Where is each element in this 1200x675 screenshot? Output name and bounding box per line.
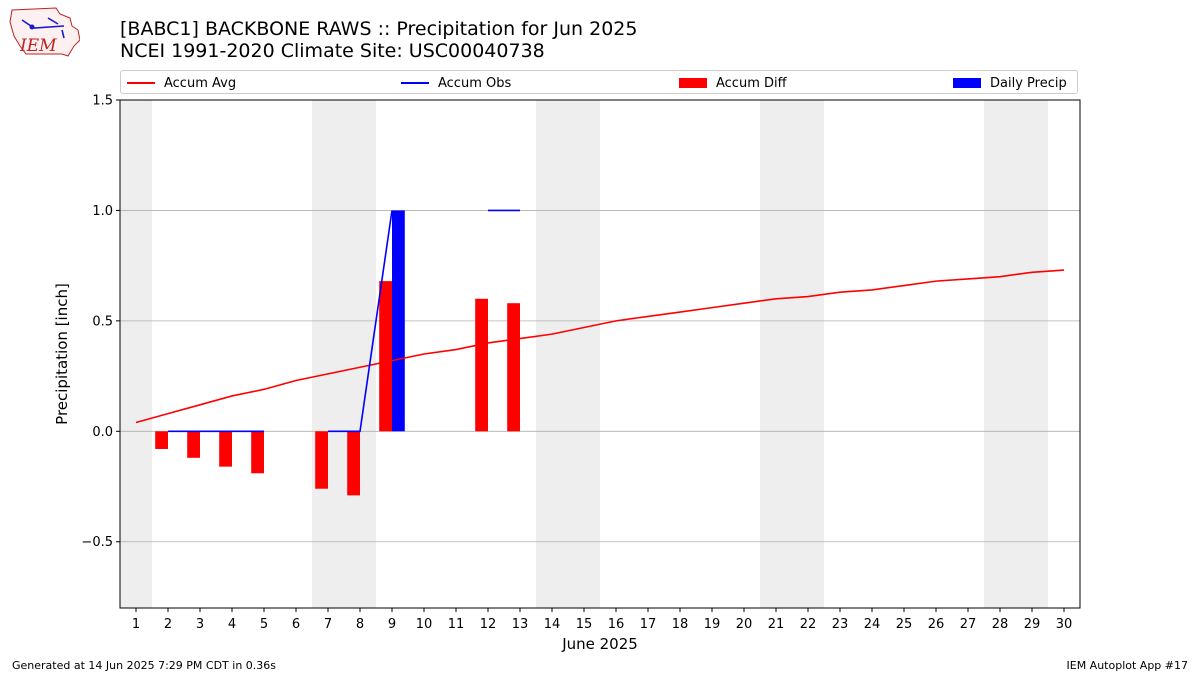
x-tick-label: 29 bbox=[1024, 617, 1041, 632]
legend-label: Accum Diff bbox=[716, 75, 787, 91]
legend-item-accum-obs: Accum Obs bbox=[401, 74, 511, 92]
chart-subtitle: NCEI 1991-2020 Climate Site: USC00040738 bbox=[120, 40, 545, 62]
weekend-shade bbox=[536, 100, 600, 608]
bar-accum-diff bbox=[315, 431, 328, 489]
legend-item-accum-diff: Accum Diff bbox=[679, 74, 787, 92]
x-tick-label: 13 bbox=[512, 617, 529, 632]
legend-label: Daily Precip bbox=[990, 75, 1067, 91]
x-tick-label: 10 bbox=[416, 617, 433, 632]
y-tick-label: 0.5 bbox=[92, 314, 113, 329]
x-tick-label: 5 bbox=[260, 617, 268, 632]
footer-generated: Generated at 14 Jun 2025 7:29 PM CDT in … bbox=[12, 659, 277, 672]
legend-swatch bbox=[401, 82, 429, 84]
x-tick-label: 4 bbox=[228, 617, 236, 632]
x-tick-label: 15 bbox=[576, 617, 593, 632]
legend-swatch bbox=[679, 78, 707, 88]
plot-frame bbox=[119, 99, 1081, 609]
legend-label: Accum Obs bbox=[438, 75, 512, 91]
bar-accum-diff bbox=[251, 431, 264, 474]
weekend-shade bbox=[984, 100, 1048, 608]
legend-item-accum-avg: Accum Avg bbox=[127, 74, 236, 92]
legend-item-daily-precip: Daily Precip bbox=[953, 74, 1067, 92]
x-tick-label: 18 bbox=[672, 617, 689, 632]
x-tick-label: 12 bbox=[480, 617, 497, 632]
x-tick-label: 16 bbox=[608, 617, 625, 632]
bar-accum-diff bbox=[187, 431, 200, 458]
x-tick-label: 7 bbox=[324, 617, 332, 632]
y-tick-label: −0.5 bbox=[81, 535, 113, 550]
x-tick-label: 30 bbox=[1056, 617, 1073, 632]
x-tick-label: 8 bbox=[356, 617, 364, 632]
bar-accum-diff bbox=[475, 298, 488, 432]
x-tick-label: 19 bbox=[704, 617, 721, 632]
x-tick-label: 3 bbox=[196, 617, 204, 632]
line-accum-avg bbox=[135, 269, 1065, 424]
x-tick-label: 27 bbox=[960, 617, 977, 632]
bar-accum-diff bbox=[379, 281, 392, 432]
x-tick-label: 6 bbox=[292, 617, 300, 632]
legend-swatch bbox=[127, 82, 155, 84]
legend-label: Accum Avg bbox=[164, 75, 237, 91]
x-tick-label: 24 bbox=[864, 617, 881, 632]
y-tick-label: 0.0 bbox=[92, 425, 113, 440]
chart-title: [BABC1] BACKBONE RAWS :: Precipitation f… bbox=[120, 18, 638, 40]
bar-accum-diff bbox=[507, 303, 520, 432]
y-tick-label: 1.0 bbox=[92, 204, 113, 219]
line-accum-obs bbox=[328, 210, 393, 433]
iem-logo: IEM bbox=[9, 7, 80, 57]
x-tick-label: 20 bbox=[736, 617, 753, 632]
weekend-shade bbox=[760, 100, 824, 608]
x-tick-label: 17 bbox=[640, 617, 657, 632]
bar-accum-diff bbox=[347, 431, 360, 496]
x-axis-label: June 2025 bbox=[561, 635, 638, 653]
legend-swatch bbox=[953, 78, 981, 88]
x-tick-label: 1 bbox=[132, 617, 140, 632]
x-tick-label: 14 bbox=[544, 617, 561, 632]
svg-text:IEM: IEM bbox=[19, 36, 57, 56]
x-tick-label: 21 bbox=[768, 617, 785, 632]
x-tick-label: 26 bbox=[928, 617, 945, 632]
y-tick-label: 1.5 bbox=[92, 94, 113, 109]
bar-daily-precip bbox=[392, 210, 405, 432]
bar-accum-diff bbox=[219, 431, 232, 467]
x-tick-label: 25 bbox=[896, 617, 913, 632]
y-axis-label: Precipitation [inch] bbox=[53, 283, 71, 425]
weekend-shade bbox=[120, 100, 152, 608]
x-tick-label: 11 bbox=[448, 617, 465, 632]
x-tick-label: 23 bbox=[832, 617, 849, 632]
x-tick-label: 28 bbox=[992, 617, 1009, 632]
chart-legend: Accum Avg Accum Obs Accum Diff Daily Pre… bbox=[120, 70, 1078, 94]
footer-app: IEM Autoplot App #17 bbox=[1066, 659, 1189, 672]
x-tick-label: 2 bbox=[164, 617, 172, 632]
weekend-shade bbox=[312, 100, 376, 608]
x-tick-label: 22 bbox=[800, 617, 817, 632]
x-tick-label: 9 bbox=[388, 617, 396, 632]
bar-accum-diff bbox=[155, 431, 168, 449]
